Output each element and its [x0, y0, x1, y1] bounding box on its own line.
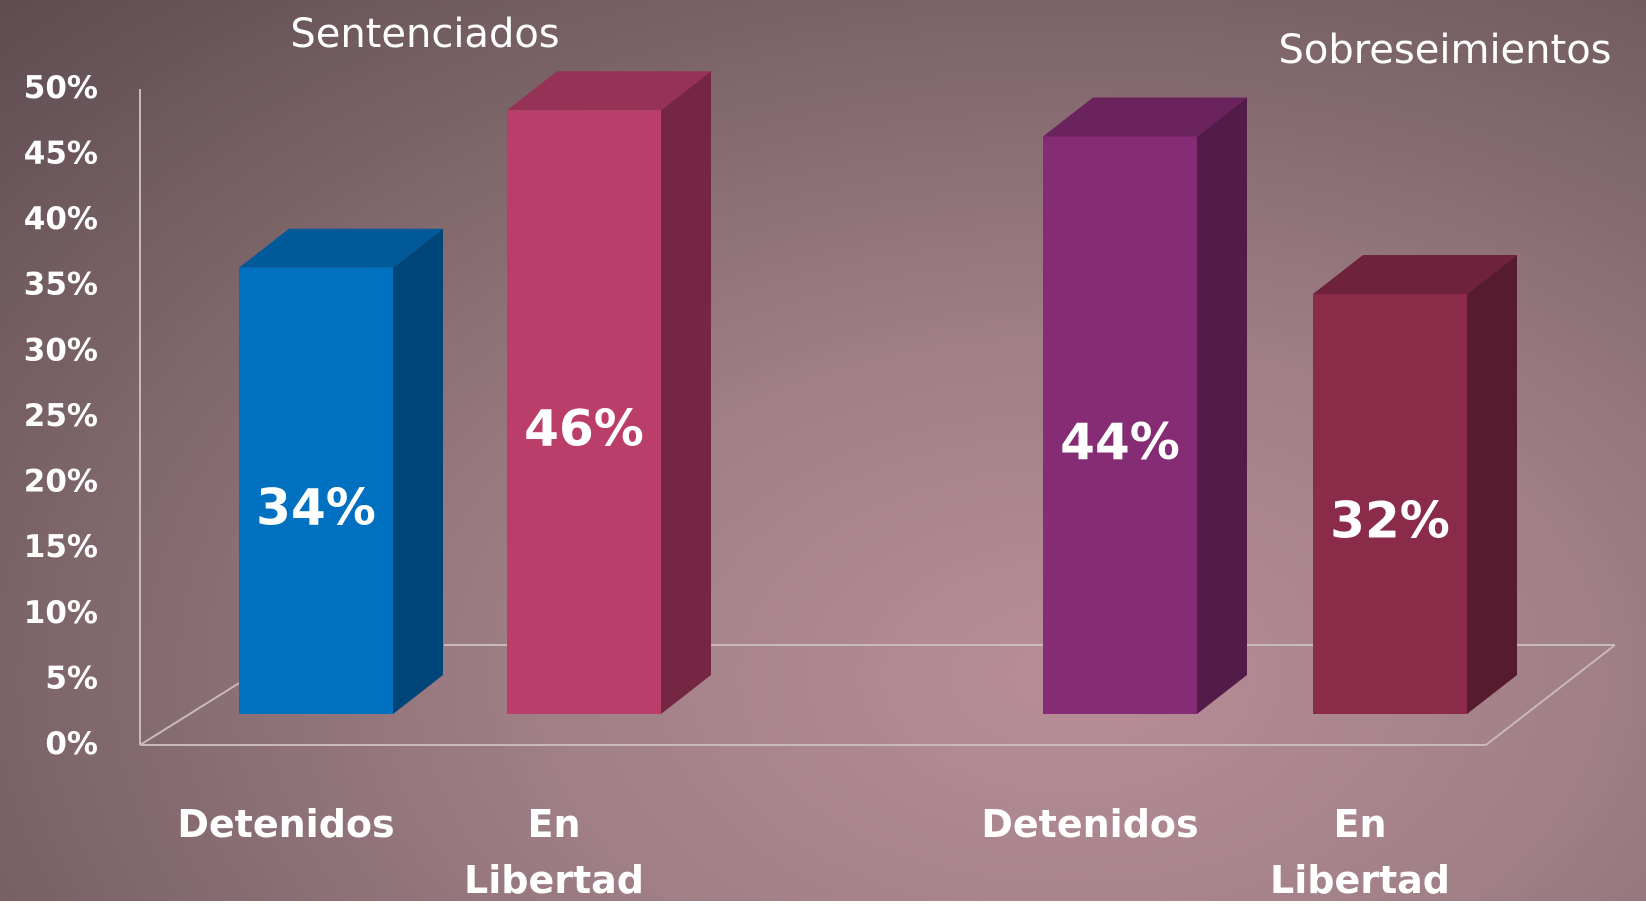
- bar: [1313, 294, 1467, 714]
- group-title: Sentenciados: [290, 11, 559, 57]
- bar: [1043, 136, 1197, 714]
- bar-side: [393, 228, 443, 714]
- bar-side: [1467, 255, 1517, 714]
- group-title: Sobreseimientos: [1278, 27, 1611, 73]
- x-tick-label: En Libertad: [464, 802, 644, 902]
- y-tick-label: 35%: [24, 267, 98, 303]
- y-tick-label: 15%: [24, 529, 98, 565]
- y-tick-label: 20%: [24, 464, 98, 500]
- y-tick-label: 0%: [45, 726, 98, 762]
- y-tick-label: 25%: [24, 398, 98, 434]
- bar-top: [1043, 97, 1247, 137]
- bar: [239, 267, 393, 714]
- y-tick-label: 10%: [24, 595, 98, 631]
- y-tick-label: 5%: [45, 660, 98, 696]
- y-tick-label: 45%: [24, 135, 98, 171]
- value-label: 34%: [256, 478, 376, 536]
- value-label: 32%: [1330, 492, 1450, 550]
- bar-top: [507, 71, 711, 111]
- bar-side: [1197, 97, 1247, 714]
- bar: [507, 110, 661, 714]
- y-tick-label: 50%: [24, 70, 98, 106]
- bar-top: [1313, 255, 1517, 294]
- bar-top: [239, 228, 443, 268]
- x-tick-label: Detenidos: [177, 802, 395, 846]
- y-tick-label: 30%: [24, 332, 98, 368]
- floor-right: [1485, 644, 1616, 746]
- y-tick-label: 40%: [24, 201, 98, 237]
- value-label: 46%: [524, 400, 644, 458]
- x-tick-label: En Libertad: [1270, 802, 1450, 902]
- x-tick-label: Detenidos: [981, 802, 1199, 846]
- value-label: 44%: [1060, 413, 1180, 471]
- bar-side: [661, 71, 711, 714]
